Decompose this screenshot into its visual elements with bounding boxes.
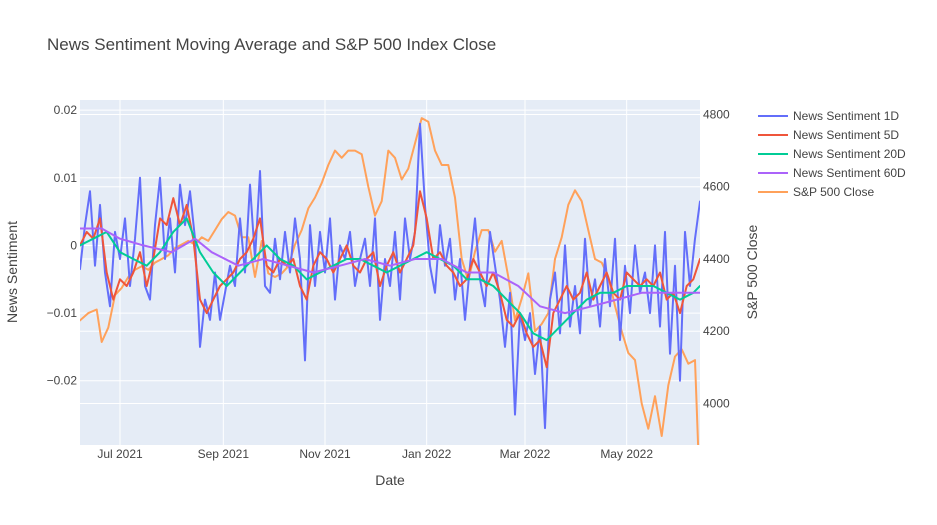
series-line-s-p-500-close bbox=[80, 117, 700, 445]
legend-label: S&P 500 Close bbox=[793, 185, 874, 199]
tick-labels: Jul 2021 Sep 2021 Nov 2021 Jan 2022 Mar 2022… bbox=[47, 103, 730, 461]
plot-background bbox=[80, 100, 700, 445]
series-line-news-sentiment-5d bbox=[80, 190, 700, 369]
y2-axis-title: S&P 500 Close bbox=[744, 224, 760, 319]
legend-label: News Sentiment 5D bbox=[793, 128, 899, 142]
y-tick-label: 0 bbox=[70, 238, 77, 252]
series-line-news-sentiment-60d bbox=[80, 227, 700, 315]
legend-item-news-sentiment-1d[interactable]: News Sentiment 1D bbox=[758, 109, 899, 123]
x-tick-label: May 2022 bbox=[600, 447, 653, 461]
y-tick-label: 0.01 bbox=[54, 171, 78, 185]
x-axis-title: Date bbox=[375, 472, 405, 488]
x-tick-label: Sep 2021 bbox=[198, 447, 250, 461]
y2-tick-label: 4600 bbox=[703, 180, 730, 194]
y2-tick-label: 4400 bbox=[703, 252, 730, 266]
legend-label: News Sentiment 60D bbox=[793, 166, 906, 180]
legend-item-s-p-500-close[interactable]: S&P 500 Close bbox=[758, 185, 874, 199]
chart-title: News Sentiment Moving Average and S&P 50… bbox=[47, 35, 496, 54]
x-tick-label: Jan 2022 bbox=[402, 447, 452, 461]
y-tick-label: 0.02 bbox=[54, 103, 78, 117]
y2-tick-label: 4200 bbox=[703, 324, 730, 338]
legend-item-news-sentiment-5d[interactable]: News Sentiment 5D bbox=[758, 128, 899, 142]
x-tick-label: Mar 2022 bbox=[500, 447, 551, 461]
y2-tick-label: 4800 bbox=[703, 107, 730, 121]
legend-label: News Sentiment 20D bbox=[793, 147, 906, 161]
legend-item-news-sentiment-60d[interactable]: News Sentiment 60D bbox=[758, 166, 906, 180]
legend[interactable]: News Sentiment 1D News Sentiment 5D News S… bbox=[758, 109, 906, 199]
series-layer bbox=[80, 117, 700, 445]
y-axis-title: News Sentiment bbox=[4, 221, 20, 323]
legend-item-news-sentiment-20d[interactable]: News Sentiment 20D bbox=[758, 147, 906, 161]
y-tick-label: −0.01 bbox=[47, 306, 78, 320]
y2-tick-label: 4000 bbox=[703, 396, 730, 410]
x-tick-label: Jul 2021 bbox=[97, 447, 143, 461]
legend-label: News Sentiment 1D bbox=[793, 109, 899, 123]
y-tick-label: −0.02 bbox=[47, 374, 78, 388]
x-tick-label: Nov 2021 bbox=[299, 447, 351, 461]
series-line-news-sentiment-20d bbox=[80, 217, 700, 342]
